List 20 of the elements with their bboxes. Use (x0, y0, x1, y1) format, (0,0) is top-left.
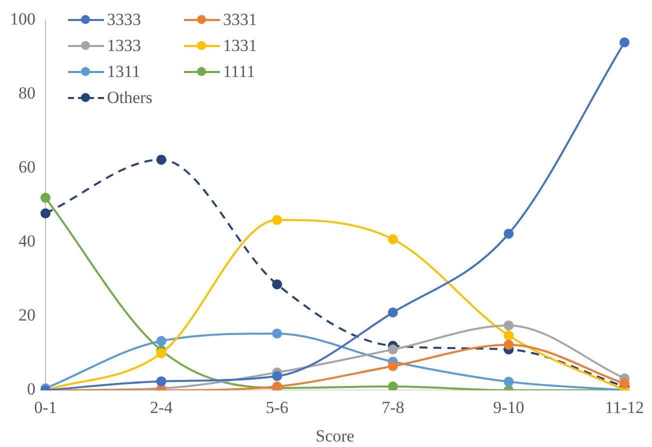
y-tick-label: 40 (18, 232, 36, 251)
legend-label: 1311 (107, 62, 140, 82)
legend-label: 3331 (223, 10, 257, 30)
y-tick-label: 20 (18, 306, 36, 325)
legend-label: 3333 (107, 10, 141, 30)
x-tick-label: 2-4 (150, 398, 174, 417)
x-tick-label: 11-12 (604, 398, 644, 417)
x-tick-label: 7-8 (382, 398, 404, 417)
x-tick-label: 9-10 (493, 398, 524, 417)
y-tick-label: 0 (27, 380, 36, 399)
legend-label: 1331 (223, 36, 257, 56)
x-tick-label: 5-6 (266, 398, 288, 417)
y-tick-label: 80 (18, 84, 36, 103)
x-axis-title: Score (316, 426, 354, 446)
legend-label: Others (107, 88, 152, 108)
legend-label: 1333 (107, 36, 141, 56)
y-tick-label: 100 (10, 10, 36, 29)
legend-label: 1111 (223, 62, 256, 82)
y-tick-label: 60 (18, 158, 36, 177)
x-tick-label: 0-1 (34, 398, 57, 417)
